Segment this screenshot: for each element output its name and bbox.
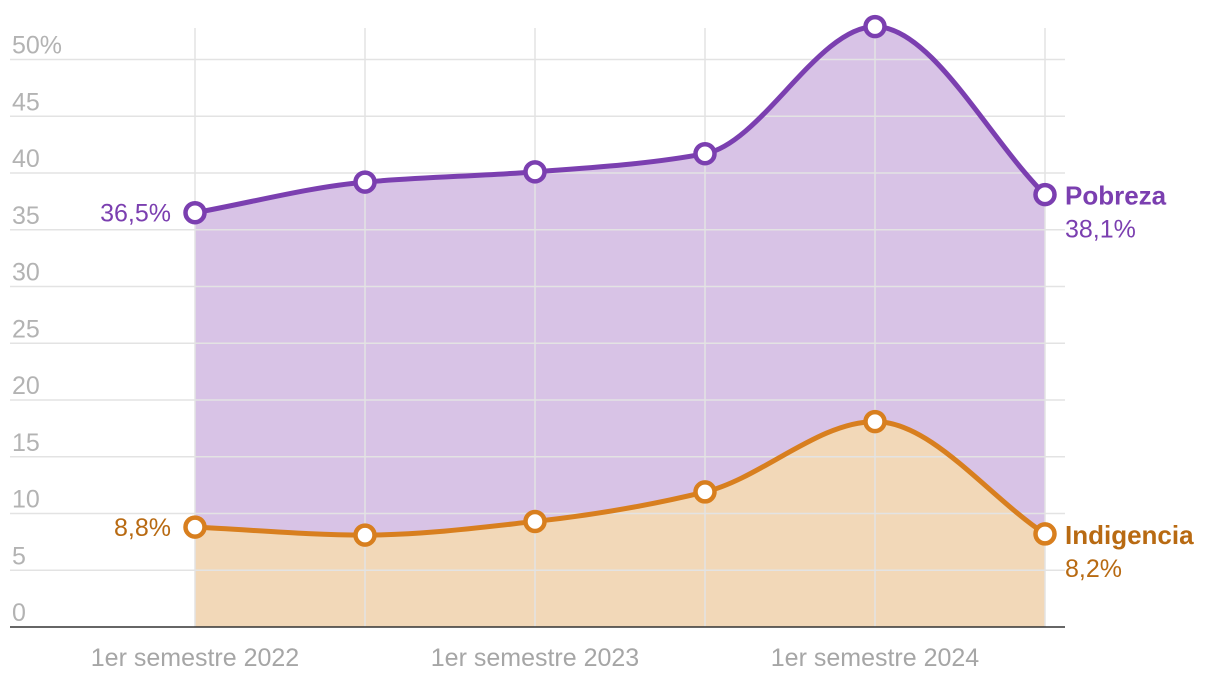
- point-indigencia-4: [863, 409, 887, 434]
- area-fills: [195, 26, 1045, 627]
- x-tick-label: 1er semestre 2024: [771, 644, 980, 672]
- series-name-label-pobreza: Pobreza: [1065, 181, 1167, 211]
- last-value-label-pobreza: 38,1%: [1065, 216, 1136, 244]
- last-value-label-indigencia: 8,2%: [1065, 555, 1122, 583]
- y-tick-label: 0: [12, 599, 26, 627]
- point-pobreza-5: [1033, 182, 1057, 207]
- x-tick-label: 1er semestre 2022: [91, 644, 299, 672]
- first-value-label-pobreza: 36,5%: [100, 200, 171, 228]
- area-fill-indigencia: [195, 421, 1045, 627]
- y-tick-label: 10: [12, 486, 40, 514]
- x-axis-tick-labels: 1er semestre 2022 1er semestre 2023 1er se…: [91, 644, 980, 672]
- first-value-label-indigencia: 8,8%: [114, 514, 171, 542]
- point-pobreza-0: [183, 200, 207, 225]
- series-line-indigencia: [192, 419, 1048, 538]
- point-indigencia-3: [693, 480, 717, 504]
- point-indigencia-1: [353, 523, 377, 547]
- point-pobreza-1: [353, 170, 377, 194]
- point-indigencia-2: [523, 509, 547, 534]
- y-tick-label: 40: [12, 145, 40, 173]
- point-pobreza-2: [523, 160, 547, 184]
- series-points: [183, 14, 1057, 547]
- point-indigencia-0: [183, 515, 207, 539]
- y-tick-label: 30: [12, 259, 40, 287]
- series-name-label-indigencia: Indigencia: [1065, 520, 1194, 550]
- y-tick-label: 50%: [12, 32, 62, 60]
- y-tick-label: 15: [12, 429, 40, 457]
- series-value-labels: 36,5% Pobreza 38,1% 8,8% Indigencia 8,2%: [100, 181, 1194, 583]
- y-tick-label: 35: [12, 202, 40, 230]
- y-tick-label: 20: [12, 372, 40, 400]
- y-axis-tick-labels: 0 5 10 15 20 25 30 35 40 45 50%: [12, 32, 62, 628]
- point-pobreza-3: [693, 141, 717, 166]
- point-pobreza-4: [863, 14, 887, 39]
- y-tick-label: 25: [12, 315, 40, 343]
- point-indigencia-5: [1033, 522, 1057, 546]
- y-tick-label: 45: [12, 88, 40, 116]
- y-tick-label: 5: [12, 542, 26, 570]
- x-tick-label: 1er semestre 2023: [431, 644, 639, 672]
